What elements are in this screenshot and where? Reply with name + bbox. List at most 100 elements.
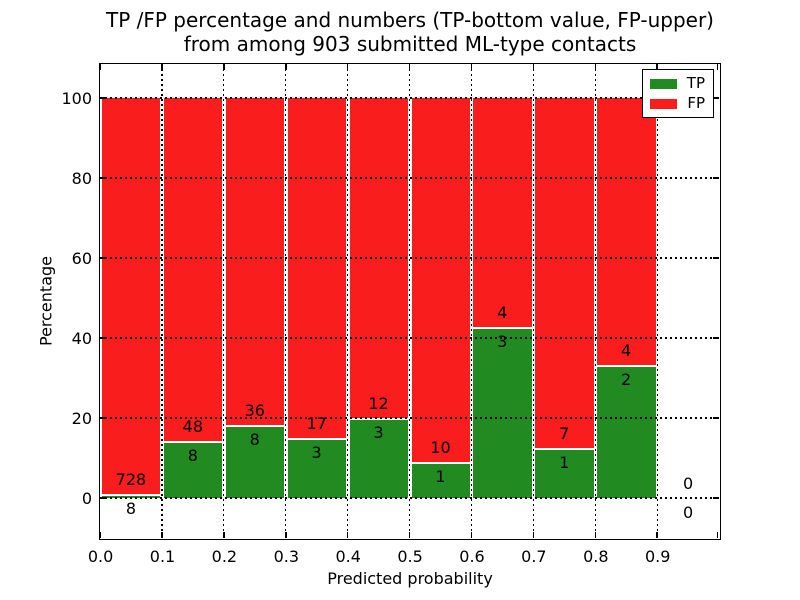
tp-count-label: 3 (311, 443, 322, 462)
fp-count-label: 10 (430, 437, 451, 457)
bar-tp-segment (161, 440, 225, 498)
y-tick-mark (713, 177, 719, 179)
grid-v-line (594, 64, 596, 538)
chart-title: TP /FP percentage and numbers (TP-bottom… (99, 8, 721, 56)
legend-label-fp: FP (687, 94, 705, 112)
x-tick-labels: 0.0 0.1 0.2 0.3 0.4 0.5 0.6 0.7 0.8 0.9 (0, 547, 800, 567)
x-tick-mark (99, 64, 101, 70)
y-tick-mark (713, 257, 719, 259)
x-tick-label: 0.2 (211, 547, 238, 566)
x-tick-label: 0.9 (644, 547, 671, 566)
y-tick-mark (713, 337, 719, 339)
x-tick-mark (594, 532, 596, 538)
bar-fp-segment (223, 98, 287, 426)
grid-v-line (532, 64, 534, 538)
bar-fp-segment (100, 98, 163, 494)
x-tick-mark (99, 532, 101, 538)
x-tick-label: 0.7 (521, 547, 547, 566)
grid-v-line (347, 64, 349, 538)
x-tick-mark (656, 64, 658, 70)
y-tick-label: 0 (81, 488, 92, 508)
legend-swatch-fp-icon (649, 98, 677, 109)
x-tick-mark (223, 64, 225, 70)
x-tick-label: 0.4 (335, 547, 361, 566)
legend: TP FP (641, 69, 714, 118)
fp-count-label: 0 (682, 474, 694, 493)
fp-count-label: 4 (621, 340, 632, 360)
y-tick-mark (713, 497, 719, 499)
fp-count-label: 4 (497, 302, 508, 322)
x-tick-label: 0.5 (397, 547, 423, 566)
x-tick-mark (716, 532, 719, 538)
bar-tp-segment (471, 326, 534, 498)
fp-count-label: 17 (306, 414, 327, 433)
grid-v-line (656, 64, 658, 538)
tp-count-label: 8 (125, 498, 137, 518)
y-tick-label: 20 (71, 408, 92, 428)
chart-title-line2: from among 903 submitted ML-type contact… (183, 32, 637, 56)
x-tick-mark (470, 532, 473, 538)
y-tick-mark (100, 97, 106, 99)
chart-title-line1: TP /FP percentage and numbers (TP-bottom… (106, 8, 714, 32)
y-axis-label: Percentage (36, 255, 56, 347)
legend-item-tp: TP (649, 74, 705, 92)
bar-fp-segment (409, 98, 472, 462)
x-tick-mark (408, 532, 411, 538)
fp-count-label: 12 (368, 394, 389, 413)
x-tick-mark (223, 532, 225, 538)
y-tick-mark (100, 337, 106, 339)
y-tick-label: 80 (71, 168, 92, 188)
x-axis-label: Predicted probability (327, 569, 493, 588)
grid-v-line (285, 64, 287, 538)
fp-count-label: 36 (244, 401, 265, 421)
tp-count-label: 3 (497, 331, 508, 351)
bar-fp-segment (595, 98, 658, 365)
y-tick-mark (100, 177, 106, 179)
tp-count-label: 8 (249, 430, 260, 450)
x-tick-label: 0.0 (87, 547, 114, 566)
bar-fp-segment (533, 98, 596, 448)
legend-item-fp: FP (649, 94, 705, 112)
x-tick-mark (161, 64, 163, 70)
tp-count-label: 1 (559, 453, 570, 472)
x-tick-mark (161, 532, 163, 538)
x-tick-label: 0.6 (459, 547, 485, 566)
tp-count-label: 8 (187, 445, 198, 465)
y-tick-label: 40 (71, 328, 92, 348)
legend-label-tp: TP (686, 74, 705, 92)
fp-count-label: 7 (559, 424, 570, 443)
x-tick-mark (346, 64, 349, 70)
x-tick-mark (656, 532, 658, 538)
tp-count-label: 0 (682, 503, 694, 522)
plot-area: TP FP 728 8 48 8 36 8 17 3 12 3 10 1 4 3 7 1 4 2 0 0 (99, 63, 721, 540)
grid-v-line (408, 64, 411, 538)
y-tick-mark (100, 417, 106, 419)
x-tick-label: 0.1 (149, 547, 176, 566)
grid-v-line (223, 64, 225, 538)
x-tick-label: 0.3 (273, 547, 300, 566)
y-tick-label: 100 (61, 88, 92, 108)
x-tick-mark (408, 64, 411, 70)
tp-count-label: 1 (435, 466, 446, 486)
x-tick-mark (285, 532, 287, 538)
y-tick-mark (713, 97, 719, 99)
tp-count-label: 3 (373, 423, 384, 442)
fp-count-label: 728 (115, 469, 147, 489)
y-tick-mark (100, 497, 106, 499)
legend-swatch-tp-icon (649, 78, 677, 89)
y-tick-mark (713, 417, 719, 419)
bar-fp-segment (285, 98, 349, 438)
x-tick-mark (716, 64, 719, 70)
grid-v-line (470, 64, 473, 538)
x-tick-mark (285, 64, 287, 70)
bar-tp-segment (533, 448, 596, 498)
x-tick-mark (532, 64, 535, 70)
x-tick-mark (470, 64, 473, 70)
grid-v-line (161, 64, 163, 538)
y-tick-mark (100, 257, 106, 259)
tp-count-label: 2 (621, 369, 632, 389)
y-tick-label: 60 (71, 248, 92, 268)
bar-fp-segment (471, 98, 534, 327)
x-tick-label: 0.8 (583, 547, 609, 566)
